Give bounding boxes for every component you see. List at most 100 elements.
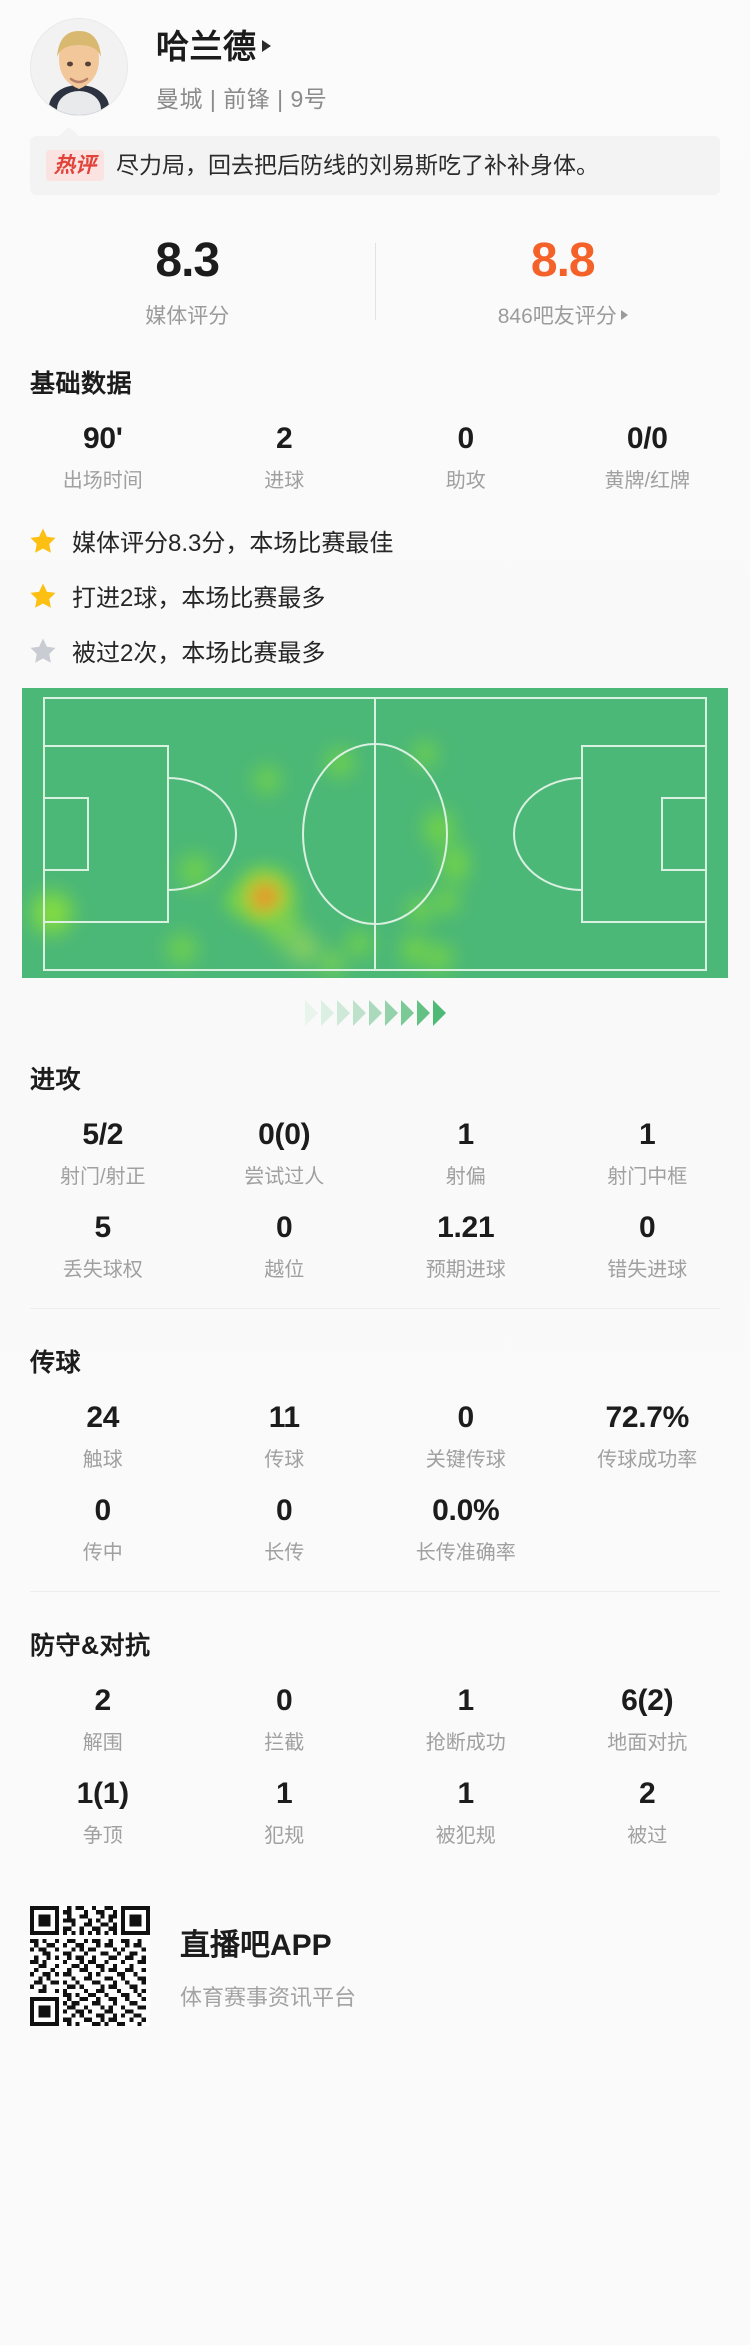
stat-value: 0 — [457, 422, 475, 456]
stat-cell: 0 错失进球 — [557, 1211, 739, 1282]
player-name: 哈兰德 — [156, 28, 257, 65]
qr-code-icon[interactable] — [30, 1906, 150, 2027]
section-title-attack: 进攻 — [30, 1066, 82, 1095]
ratings-row: 8.3 媒体评分 8.8 846吧友评分 — [0, 233, 750, 330]
stat-cell: 1 射偏 — [375, 1118, 557, 1189]
stat-name: 拦截 — [264, 1732, 305, 1755]
stat-value: 72.7% — [605, 1401, 690, 1435]
stat-cell: 1 射门中框 — [557, 1118, 739, 1189]
basic-stats-row: 90' 出场时间 2 进球 0 助攻 0/0 黄牌/红牌 — [0, 422, 750, 493]
ratings-divider — [374, 243, 376, 321]
stat-value: 5 — [94, 1211, 112, 1245]
divider — [30, 1591, 720, 1593]
chevron-right-icon[interactable] — [620, 310, 628, 321]
direction-arrows — [22, 1000, 728, 1027]
heatmap-blobs — [22, 688, 728, 979]
media-rating-label-wrap: 媒体评分 — [145, 300, 229, 330]
heatmap-section — [22, 688, 728, 1027]
stat-name: 地面对抗 — [607, 1732, 688, 1755]
pitch-heatmap — [22, 688, 728, 979]
stat-cell: 72.7% 传球成功率 — [557, 1401, 739, 1472]
star-icon — [30, 528, 56, 553]
stat-name: 越位 — [264, 1259, 305, 1282]
app-name: 直播吧APP — [180, 1929, 332, 1963]
stat-cell: 0(0) 尝试过人 — [194, 1118, 376, 1189]
stat-name: 丢失球权 — [62, 1259, 143, 1282]
fans-rating-label-wrap[interactable]: 846吧友评分 — [498, 300, 628, 330]
hot-comment-text: 尽力局，回去把后防线的刘易斯吃了补补身体。 — [116, 151, 599, 178]
stat-value: 1 — [457, 1118, 475, 1152]
chevron-right-icon[interactable] — [261, 39, 271, 52]
hot-comment-caret — [58, 127, 80, 137]
hot-comment-box[interactable]: 热评 尽力局，回去把后防线的刘易斯吃了补补身体。 — [30, 136, 720, 196]
player-meta: 哈兰德 曼城 | 前锋 | 9号 — [156, 20, 327, 114]
hot-comment-badge: 热评 — [46, 150, 104, 182]
stat-value: 1 — [457, 1777, 475, 1811]
section-passing: 传球 24 触球 11 传球 0 关键传球 72.7% 传球成功率 0 传中 — [0, 1343, 750, 1565]
section-title-defense: 防守&对抗 — [30, 1632, 151, 1661]
stat-name: 助攻 — [445, 470, 486, 493]
attack-stats-row-2: 5 丢失球权 0 越位 1.21 预期进球 0 错失进球 — [0, 1211, 750, 1282]
stat-value: 0.0% — [432, 1494, 500, 1528]
stat-name: 长传准确率 — [415, 1542, 516, 1565]
app-tagline: 体育赛事资讯平台 — [180, 1985, 357, 2011]
chevron-right-icon — [304, 1000, 318, 1027]
stat-cell: 5 丢失球权 — [12, 1211, 194, 1282]
attack-stats-row-1: 5/2 射门/射正 0(0) 尝试过人 1 射偏 1 射门中框 — [0, 1118, 750, 1189]
stat-cell: 0.0% 长传准确率 — [375, 1494, 557, 1565]
chevron-right-icon — [416, 1000, 430, 1027]
stat-name: 传中 — [82, 1542, 123, 1565]
player-name-row[interactable]: 哈兰德 — [156, 20, 327, 68]
passing-stats-row-1: 24 触球 11 传球 0 关键传球 72.7% 传球成功率 — [0, 1401, 750, 1472]
stat-cell: 1 被犯规 — [375, 1777, 557, 1848]
stat-value: 1(1) — [76, 1777, 129, 1811]
chevron-right-icon — [384, 1000, 398, 1027]
stat-cell: 6(2) 地面对抗 — [557, 1684, 739, 1755]
stat-cell: 2 被过 — [557, 1777, 739, 1848]
stat-name: 解围 — [82, 1732, 123, 1755]
stat-cell: 0/0 黄牌/红牌 — [557, 422, 739, 493]
stat-value: 90' — [82, 422, 123, 456]
fans-rating-value: 8.8 — [530, 234, 596, 288]
highlight-text: 被过2次，本场比赛最多 — [72, 640, 326, 668]
section-basic: 基础数据 90' 出场时间 2 进球 0 助攻 0/0 黄牌/红牌 — [0, 364, 750, 493]
star-icon — [30, 583, 56, 608]
stat-cell: 0 关键传球 — [375, 1401, 557, 1472]
stat-name: 射门/射正 — [59, 1166, 146, 1189]
media-rating-label: 媒体评分 — [145, 305, 230, 329]
stat-cell: 0 传中 — [12, 1494, 194, 1565]
stat-cell: 0 越位 — [194, 1211, 376, 1282]
app-footer: 直播吧APP 体育赛事资讯平台 — [0, 1884, 750, 2060]
stat-cell: 0 拦截 — [194, 1684, 376, 1755]
stat-name: 传球 — [264, 1449, 305, 1472]
stat-name: 被犯规 — [435, 1825, 496, 1848]
stat-value: 24 — [86, 1401, 120, 1435]
stat-name: 错失进球 — [607, 1259, 688, 1282]
stat-value: 2 — [639, 1777, 656, 1811]
stat-value: 2 — [94, 1684, 112, 1718]
highlight-text: 打进2球，本场比赛最多 — [72, 585, 326, 613]
media-rating-value: 8.3 — [155, 234, 220, 288]
list-item: 被过2次，本场比赛最多 — [28, 633, 722, 668]
stat-name: 犯规 — [264, 1825, 305, 1848]
stat-value: 1 — [457, 1684, 475, 1718]
stat-cell: 1 犯规 — [194, 1777, 376, 1848]
stat-value: 5/2 — [82, 1118, 124, 1152]
fans-rating[interactable]: 8.8 846吧友评分 — [376, 233, 750, 330]
stat-name: 被过 — [627, 1825, 668, 1848]
defense-stats-row-1: 2 解围 0 拦截 1 抢断成功 6(2) 地面对抗 — [0, 1684, 750, 1755]
chevron-right-icon — [320, 1000, 334, 1027]
stat-value: 0/0 — [626, 422, 668, 456]
stat-cell: 2 进球 — [194, 422, 376, 493]
stat-value: 2 — [276, 422, 293, 456]
stat-cell-empty — [557, 1494, 739, 1565]
media-rating: 8.3 媒体评分 — [0, 233, 375, 330]
stat-cell: 1(1) 争顶 — [12, 1777, 194, 1848]
stat-name: 尝试过人 — [244, 1166, 325, 1189]
stat-value: 0 — [639, 1211, 656, 1245]
stat-cell: 11 传球 — [194, 1401, 376, 1472]
stat-value: 0 — [276, 1211, 293, 1245]
footer-texts: 直播吧APP 体育赛事资讯平台 — [180, 1920, 356, 2012]
pitch-lines — [43, 697, 707, 972]
